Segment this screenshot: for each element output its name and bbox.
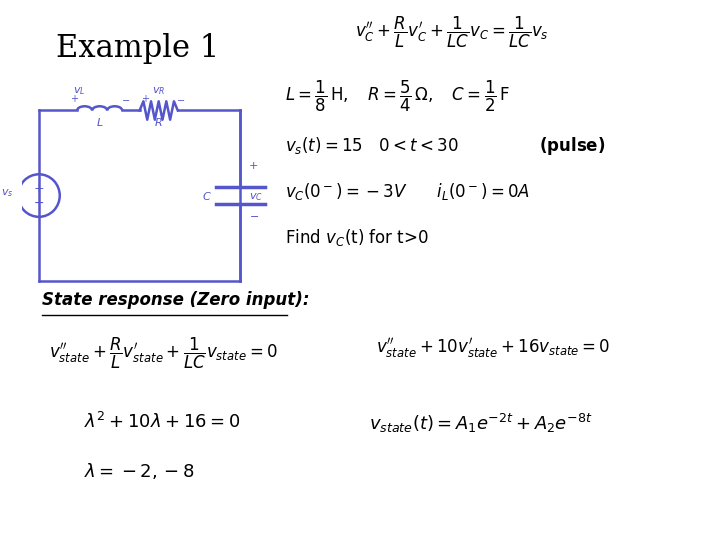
Text: +: + [70,94,78,104]
Text: $\mathbf{(pulse)}$: $\mathbf{(pulse)}$ [539,136,605,157]
Text: $\lambda^2 + 10\lambda + 16 = 0$: $\lambda^2 + 10\lambda + 16 = 0$ [84,412,240,432]
Text: +: + [141,94,149,104]
Text: $v_R$: $v_R$ [152,85,165,97]
Text: +: + [34,182,44,195]
Text: $v_s(t) = 15 \quad 0 < t < 30$: $v_s(t) = 15 \quad 0 < t < 30$ [285,136,459,156]
Text: $v_L$: $v_L$ [73,85,86,97]
Text: $-$: $-$ [121,94,130,104]
Text: Example 1: Example 1 [56,32,220,64]
Text: $v_s$: $v_s$ [1,187,14,199]
Text: $L = \dfrac{1}{8}\,\mathrm{H},\quad R = \dfrac{5}{4}\,\Omega,\quad C = \dfrac{1}: $L = \dfrac{1}{8}\,\mathrm{H},\quad R = … [285,79,510,114]
Text: $v_{state}'' + \dfrac{R}{L}v_{state}' + \dfrac{1}{LC}v_{state} = 0$: $v_{state}'' + \dfrac{R}{L}v_{state}' + … [50,336,278,371]
Text: $v_{state}(t) = A_1 e^{-2t} + A_2 e^{-8t}$: $v_{state}(t) = A_1 e^{-2t} + A_2 e^{-8t… [369,412,593,435]
Text: $v_C'' + \dfrac{R}{L}v_C' + \dfrac{1}{LC}v_C = \dfrac{1}{LC}v_s$: $v_C'' + \dfrac{R}{L}v_C' + \dfrac{1}{LC… [355,15,549,50]
Text: $C$: $C$ [202,190,212,201]
Text: $v_C(0^-) = -3V \qquad i_L(0^-) = 0A$: $v_C(0^-) = -3V \qquad i_L(0^-) = 0A$ [285,181,531,202]
Text: State response (Zero input):: State response (Zero input): [42,291,310,309]
Text: $\lambda = -2,-8$: $\lambda = -2,-8$ [84,461,194,481]
Text: $R$: $R$ [154,116,163,128]
Text: $v_{state}'' + 10v_{state}' + 16v_{state} = 0$: $v_{state}'' + 10v_{state}' + 16v_{state… [376,336,610,360]
Text: $-$: $-$ [33,196,45,209]
Text: +: + [248,160,258,171]
Text: $-$: $-$ [248,210,258,220]
Text: $-$: $-$ [176,94,186,104]
Text: $v_C$: $v_C$ [248,191,263,203]
Text: $L$: $L$ [96,116,104,128]
Text: Find $v_C$(t) for t>0: Find $v_C$(t) for t>0 [285,227,429,248]
